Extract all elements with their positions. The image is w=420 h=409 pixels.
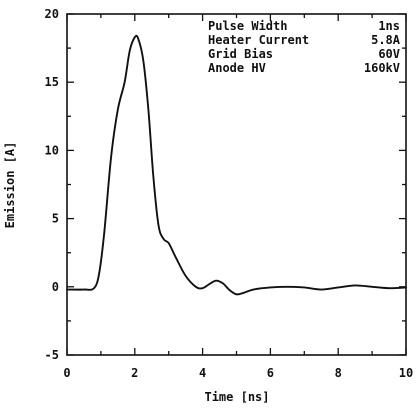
y-tick-label: 5: [52, 212, 59, 226]
axes-layer: 0 2 4 6 8 10 -5 0 5 10 15 20: [45, 7, 414, 380]
annotation-box: Pulse Width 1ns Heater Current 5.8A Grid Bia…: [208, 19, 401, 75]
annotation-value: 5.8A: [371, 33, 401, 47]
emission-series-line: [66, 34, 407, 296]
y-tick-label: 10: [45, 143, 59, 157]
annotation-label: Grid Bias: [208, 47, 273, 61]
x-tick-label: 6: [267, 366, 274, 380]
y-tick-label: 0: [52, 280, 59, 294]
x-tick-label: 10: [399, 366, 413, 380]
annotation-value: 1ns: [378, 19, 400, 33]
x-tick-label: 4: [199, 366, 206, 380]
x-tick-label: 2: [131, 366, 138, 380]
x-tick-label: 0: [63, 366, 70, 380]
y-tick-label: 20: [45, 7, 59, 21]
annotation-label: Pulse Width: [208, 19, 287, 33]
series-layer: [66, 34, 407, 296]
annotation-label: Anode HV: [208, 61, 266, 75]
annotation-value: 60V: [378, 47, 400, 61]
x-tick-label: 8: [335, 366, 342, 380]
y-tick-label: 15: [45, 75, 59, 89]
y-tick-label: -5: [45, 348, 59, 362]
x-axis-label: Time [ns]: [204, 390, 269, 404]
y-axis-label: Emission [A]: [3, 142, 17, 229]
annotation-label: Heater Current: [208, 33, 309, 47]
annotation-value: 160kV: [364, 61, 400, 75]
